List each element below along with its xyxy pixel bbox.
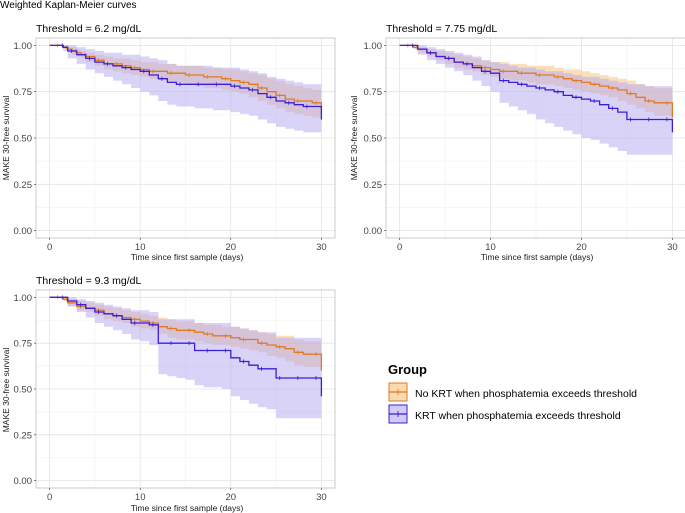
panel-title: Threshold = 6.2 mg/dL: [36, 23, 142, 35]
y-tick-label: 0.50: [14, 134, 33, 145]
survival-curve-krt: [49, 44, 323, 120]
y-tick-label: 0.50: [14, 385, 33, 396]
legend-title: Group: [388, 362, 427, 377]
y-tick-label: 0.75: [14, 339, 33, 350]
x-tick-label: 20: [576, 242, 587, 253]
y-axis-label: MAKE 30-free survival: [349, 96, 359, 181]
y-tick-label: 1.00: [14, 293, 33, 304]
legend: Group No KRT when phosphatemia exceeds t…: [388, 362, 637, 424]
x-tick-label: 0: [47, 492, 52, 503]
survival-curve-krt: [49, 296, 323, 397]
panel-title: Threshold = 9.3 mg/dL: [36, 275, 142, 287]
panel-title: Threshold = 7.75 mg/dL: [386, 23, 497, 35]
y-tick-label: 1.00: [14, 41, 33, 52]
x-tick-label: 30: [667, 242, 678, 253]
x-tick-label: 10: [135, 242, 146, 253]
y-tick-label: 0.50: [364, 134, 383, 145]
x-tick-label: 20: [226, 242, 237, 253]
y-tick-label: 0.75: [364, 87, 383, 98]
ci-ribbon-krt: [49, 297, 322, 421]
x-tick-label: 0: [397, 242, 402, 253]
panel-3: Threshold = 9.3 mg/dL 0.00 0.25 0.50 0.75 1.…: [1, 275, 336, 513]
ci-ribbon-krt: [399, 45, 673, 164]
y-axis-label: MAKE 30-free survival: [1, 96, 11, 181]
x-tick-label: 10: [135, 492, 146, 503]
x-axis-label: Time since first sample (days): [131, 503, 244, 513]
x-tick-label: 10: [485, 242, 496, 253]
plot-area: 0.00 0.25 0.50 0.75 1.00 0 10 20 30: [14, 289, 336, 503]
x-tick-label: 0: [47, 242, 52, 253]
plot-area: 0.00 0.25 0.50 0.75 1.00 0 10 20 30: [364, 37, 685, 253]
legend-label-no-krt: No KRT when phosphatemia exceeds thresho…: [415, 388, 637, 400]
figure-title: Weighted Kaplan-Meier curves: [0, 0, 137, 11]
x-tick-label: 30: [316, 242, 327, 253]
y-tick-label: 0.25: [364, 180, 383, 191]
legend-keys: [388, 382, 408, 424]
ci-ribbon-krt: [49, 45, 322, 144]
y-axis-label: MAKE 30-free survival: [1, 348, 11, 433]
y-tick-label: 0.75: [14, 87, 33, 98]
x-axis-label: Time since first sample (days): [481, 252, 594, 262]
y-tick-label: 0.25: [14, 180, 33, 191]
y-tick-label: 0.00: [14, 476, 33, 487]
y-tick-label: 0.00: [364, 226, 383, 237]
x-axis-label: Time since first sample (days): [131, 252, 244, 262]
y-tick-label: 0.25: [14, 430, 33, 441]
survival-curve-krt: [399, 44, 674, 133]
x-tick-label: 20: [226, 492, 237, 503]
y-tick-label: 1.00: [364, 41, 383, 52]
legend-label-krt: KRT when phosphatemia exceeds threshold: [415, 410, 621, 422]
y-tick-label: 0.00: [14, 226, 33, 237]
panel-1: Threshold = 6.2 mg/dL 0.00 0.25 0.50 0.75 1.…: [1, 23, 336, 262]
plot-area: 0.00 0.25 0.50 0.75 1.00 0 10 20 30: [14, 37, 336, 253]
panel-2: Threshold = 7.75 mg/dL 0.00 0.25 0.50 0.75 1…: [349, 23, 685, 262]
x-tick-label: 30: [316, 492, 327, 503]
